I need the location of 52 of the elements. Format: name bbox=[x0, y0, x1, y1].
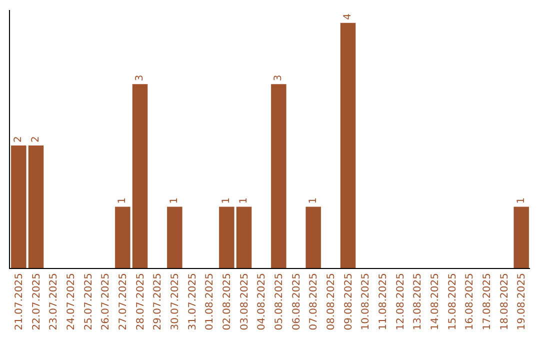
x-tick-label: 15.08.2025 bbox=[447, 273, 458, 330]
x-tick-label: 24.07.2025 bbox=[66, 273, 77, 330]
x-tick-label: 04.08.2025 bbox=[256, 273, 268, 330]
x-tick-label: 14.08.2025 bbox=[430, 273, 441, 330]
data-label: 1 bbox=[169, 197, 180, 204]
data-label: 1 bbox=[308, 197, 319, 204]
x-tick-label: 16.08.2025 bbox=[464, 273, 476, 330]
bar bbox=[340, 22, 356, 268]
x-tick-label: 07.08.2025 bbox=[308, 273, 320, 330]
x-tick-label: 25.07.2025 bbox=[83, 273, 94, 330]
data-label: 4 bbox=[342, 14, 354, 20]
data-label: 3 bbox=[273, 74, 284, 82]
bar bbox=[11, 145, 26, 268]
x-tick-label: 10.08.2025 bbox=[360, 273, 372, 330]
data-label: 1 bbox=[221, 197, 232, 204]
bar bbox=[514, 206, 529, 268]
data-label: 1 bbox=[516, 197, 527, 204]
x-tick-label: 31.07.2025 bbox=[187, 273, 198, 330]
x-tick-label: 26.07.2025 bbox=[100, 273, 112, 330]
bar bbox=[167, 206, 182, 268]
x-tick-label: 18.08.2025 bbox=[499, 273, 510, 330]
bar bbox=[219, 206, 234, 268]
data-label: 1 bbox=[238, 197, 250, 204]
x-tick-label: 17.08.2025 bbox=[482, 273, 493, 330]
x-tick-label: 02.08.2025 bbox=[222, 273, 233, 330]
x-tick-label: 12.08.2025 bbox=[395, 273, 406, 330]
x-tick-label: 01.08.2025 bbox=[204, 273, 216, 330]
x-tick-label: 21.07.2025 bbox=[14, 273, 25, 330]
x-tick-label: 19.08.2025 bbox=[516, 273, 528, 330]
x-tick-label: 29.07.2025 bbox=[152, 273, 164, 330]
x-tick-label: 13.08.2025 bbox=[412, 273, 424, 330]
bar bbox=[28, 145, 44, 268]
bar bbox=[132, 84, 148, 268]
x-tick-label: 08.08.2025 bbox=[326, 273, 337, 330]
x-tick-label: 23.07.2025 bbox=[48, 273, 60, 330]
bar bbox=[115, 206, 130, 268]
x-tick-label: 22.07.2025 bbox=[31, 273, 42, 330]
x-tick-label: 05.08.2025 bbox=[274, 273, 285, 330]
x-tick-label: 30.07.2025 bbox=[170, 273, 181, 330]
x-tick-label: 06.08.2025 bbox=[291, 273, 302, 330]
x-tick-label: 03.08.2025 bbox=[239, 273, 250, 330]
x-tick-label: 09.08.2025 bbox=[343, 273, 354, 330]
x-tick-label: 27.07.2025 bbox=[118, 273, 129, 330]
data-label: 2 bbox=[30, 136, 42, 142]
data-label: 3 bbox=[134, 74, 146, 82]
data-label: 2 bbox=[13, 136, 24, 142]
data-label: 1 bbox=[117, 197, 128, 204]
bar bbox=[236, 206, 252, 268]
x-tick-label: 11.08.2025 bbox=[378, 273, 389, 330]
x-tick-label: 28.07.2025 bbox=[135, 273, 146, 330]
bar bbox=[271, 84, 286, 268]
bar bbox=[306, 206, 321, 268]
